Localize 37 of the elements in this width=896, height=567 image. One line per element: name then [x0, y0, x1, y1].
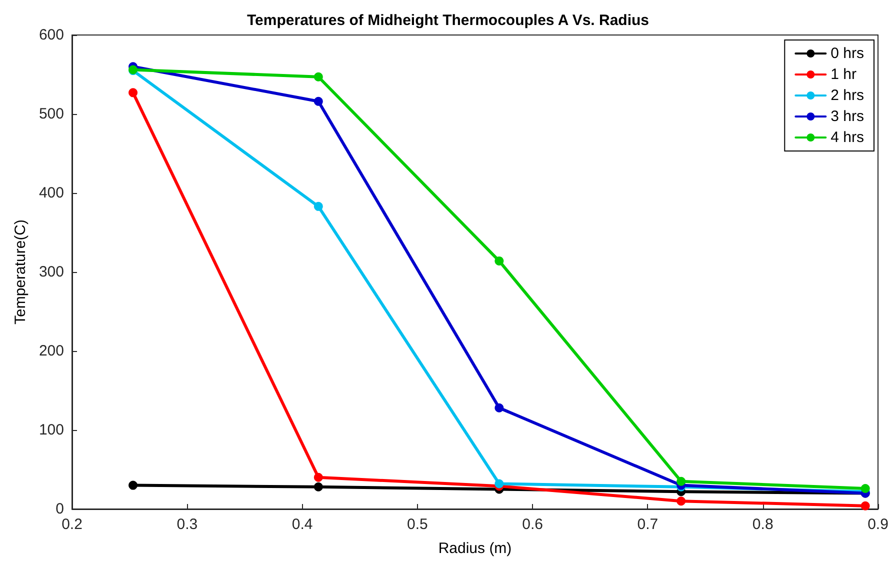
y-tick-label: 600	[38, 26, 64, 44]
y-tick-label: 0	[56, 500, 64, 518]
y-tick-label: 200	[38, 342, 64, 360]
legend-label: 1 hr	[830, 66, 857, 83]
x-tick-label: 0.8	[752, 516, 774, 533]
point	[676, 476, 686, 486]
y-tick-label: 300	[38, 264, 64, 280]
legend-label: 4 hrs	[830, 129, 864, 146]
point	[314, 472, 323, 482]
y-tick-label: 500	[38, 106, 64, 122]
legend-label: 2 hrs	[830, 87, 864, 104]
legend-label: 3 hrs	[830, 108, 864, 125]
point	[314, 482, 323, 492]
y-tick-label: 400	[38, 184, 64, 202]
chart-title: Temperatures of Midheight Thermocouples A Vs. Radius	[246, 12, 650, 29]
point	[314, 96, 323, 106]
x-tick-label: 0.6	[522, 516, 543, 533]
point	[128, 88, 138, 98]
point	[314, 72, 323, 82]
x-tick-label: 0.5	[407, 516, 428, 533]
point	[494, 479, 504, 488]
x-axis-title: Radius (m)	[438, 540, 512, 557]
point	[860, 501, 870, 510]
x-tick-label: 0.2	[62, 516, 82, 533]
point	[860, 484, 870, 493]
x-tick-label: 0.9	[868, 516, 888, 533]
x-tick-label: 0.4	[292, 516, 313, 533]
x-tick-label: 0.3	[176, 516, 198, 533]
point	[494, 256, 504, 266]
legend-label: 0 hrs	[830, 45, 864, 62]
y-axis-title: Temperature(C)	[12, 219, 29, 325]
point	[676, 496, 686, 506]
point	[128, 480, 138, 490]
y-tick-label: 100	[38, 422, 64, 438]
point	[494, 403, 504, 412]
x-tick-label: 0.7	[637, 516, 658, 533]
point	[314, 202, 323, 211]
